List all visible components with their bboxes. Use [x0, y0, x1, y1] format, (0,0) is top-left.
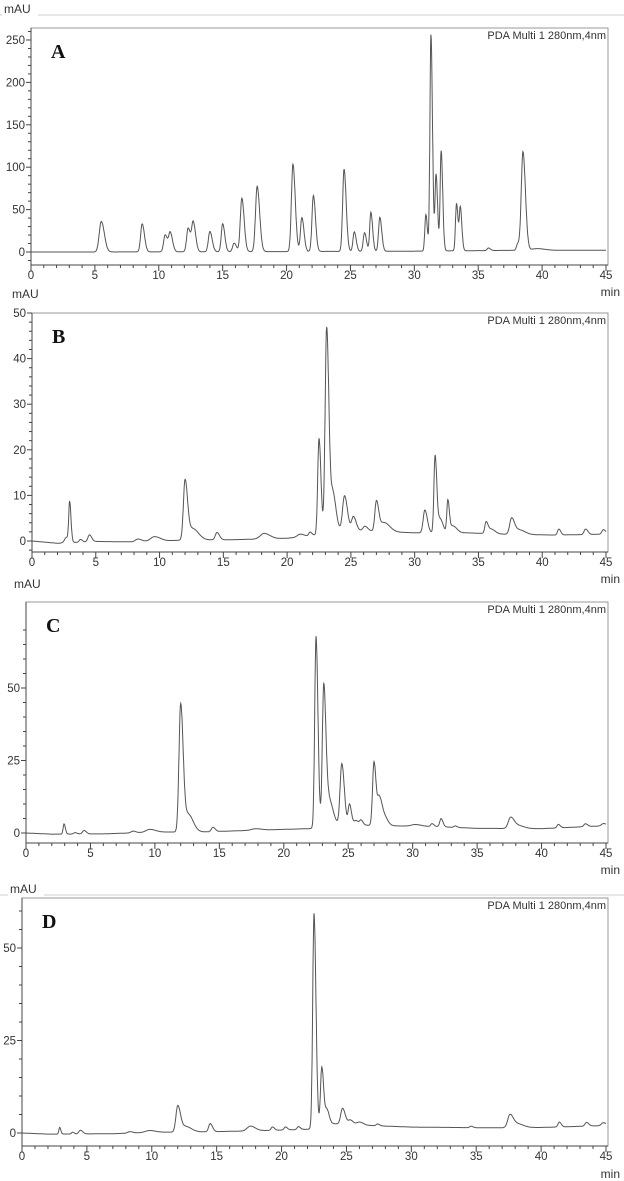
- x-tick-label: 25: [340, 1151, 353, 1163]
- y-tick-label: 25: [3, 1036, 16, 1048]
- x-tick-label: 40: [536, 557, 549, 569]
- y-tick-label: 20: [13, 445, 26, 457]
- x-tick-label: 20: [277, 848, 290, 860]
- y-tick-label: 50: [7, 683, 20, 695]
- x-tick-label: 35: [470, 1151, 483, 1163]
- x-tick-label: 30: [406, 848, 419, 860]
- x-axis-unit-label: min: [601, 1167, 620, 1181]
- y-tick-label: 100: [6, 162, 25, 174]
- x-tick-label: 40: [535, 1151, 548, 1163]
- y-tick-label: 10: [13, 490, 26, 502]
- x-tick-label: 5: [93, 557, 99, 569]
- y-tick-label: 50: [12, 205, 25, 217]
- x-tick-label: 45: [600, 557, 613, 569]
- plot-frame: [31, 312, 609, 553]
- panel-letter: D: [42, 911, 56, 933]
- y-tick-label: 30: [13, 399, 26, 411]
- x-tick-label: 25: [344, 557, 357, 569]
- panel-d: mAU 0 25 50 0 5 10 15 20 25 30 35 40 45 min PDA Multi 1…: [0, 882, 624, 1181]
- x-tick-label: 10: [148, 848, 161, 860]
- detector-legend: PDA Multi 1 280nm,4nm: [487, 900, 606, 912]
- x-tick-label: 5: [87, 848, 93, 860]
- x-tick-label: 10: [153, 557, 166, 569]
- chromatogram-trace-b: [32, 326, 607, 544]
- x-tick-label: 0: [19, 1151, 25, 1163]
- chromatogram-trace-c: [26, 636, 607, 835]
- x-tick-label: 5: [84, 1151, 90, 1163]
- x-tick-label: 40: [536, 270, 549, 282]
- chromatogram-trace-d: [22, 913, 607, 1135]
- x-tick-label: 0: [29, 557, 35, 569]
- x-tick-label: 25: [342, 848, 355, 860]
- x-tick-label: 0: [23, 848, 29, 860]
- x-tick-label: 10: [145, 1151, 158, 1163]
- x-tick-label: 20: [281, 557, 294, 569]
- y-tick-label: 250: [6, 35, 25, 47]
- x-tick-label: 5: [92, 270, 98, 282]
- x-tick-label: 35: [472, 557, 485, 569]
- panel-b: mAU 0 10 20 30 40 50 0 5 10 15 20 25 30 35 40 45 min PDA M…: [12, 287, 620, 586]
- x-tick-label: 10: [152, 270, 165, 282]
- x-tick-label: 45: [600, 270, 613, 282]
- y-tick-label: 0: [20, 536, 26, 548]
- y-tick-label: 50: [13, 308, 26, 320]
- plot-frame: [25, 601, 609, 844]
- x-tick-label: 15: [216, 270, 229, 282]
- x-tick-label: 45: [600, 1151, 613, 1163]
- x-tick-label: 15: [217, 557, 230, 569]
- panel-a: mAU 0 50 100 150 200 250 0 5 10 15 20 25 30 35 40 45 min P…: [0, 2, 624, 299]
- x-tick-label: 35: [472, 270, 485, 282]
- x-tick-label: 20: [280, 270, 293, 282]
- x-tick-label: 35: [471, 848, 484, 860]
- x-tick-label: 40: [535, 848, 548, 860]
- x-tick-label: 45: [600, 848, 613, 860]
- x-tick-label: 20: [275, 1151, 288, 1163]
- y-tick-label: 40: [13, 354, 26, 366]
- x-tick-label: 15: [210, 1151, 223, 1163]
- x-axis-unit-label: min: [601, 285, 620, 299]
- y-tick-label: 0: [14, 828, 20, 840]
- detector-legend: PDA Multi 1 280nm,4nm: [487, 315, 606, 327]
- detector-legend: PDA Multi 1 280nm,4nm: [487, 30, 606, 42]
- y-axis-unit-label: mAU: [12, 287, 39, 301]
- plot-frame: [30, 27, 609, 266]
- x-tick-label: 25: [344, 270, 357, 282]
- detector-legend: PDA Multi 1 280nm,4nm: [487, 604, 606, 616]
- y-tick-label: 150: [6, 120, 25, 132]
- unit-label-background: [8, 883, 44, 897]
- x-axis-unit-label: min: [601, 572, 620, 586]
- unit-label-background: [2, 3, 38, 17]
- y-tick-label: 50: [3, 943, 16, 955]
- y-tick-label: 25: [7, 756, 20, 768]
- y-tick-label: 0: [10, 1128, 16, 1140]
- y-tick-label: 200: [6, 77, 25, 89]
- y-tick-label: 0: [19, 247, 25, 259]
- panel-letter: B: [52, 326, 65, 348]
- y-axis-unit-label: mAU: [14, 577, 41, 591]
- panel-c: mAU 0 25 50 0 5 10 15 20 25 30 35 40 45 min PDA Multi 1…: [7, 577, 620, 877]
- y-axis-unit-label: mAU: [10, 882, 37, 896]
- x-tick-label: 15: [213, 848, 226, 860]
- chromatogram-trace-a: [31, 34, 606, 253]
- x-axis-unit-label: min: [601, 863, 620, 877]
- x-tick-label: 0: [28, 270, 34, 282]
- panel-letter: C: [46, 615, 60, 637]
- x-tick-label: 30: [408, 557, 421, 569]
- y-axis-unit-label: mAU: [4, 2, 31, 16]
- panel-letter: A: [51, 41, 66, 63]
- x-tick-label: 30: [405, 1151, 418, 1163]
- x-tick-label: 30: [408, 270, 421, 282]
